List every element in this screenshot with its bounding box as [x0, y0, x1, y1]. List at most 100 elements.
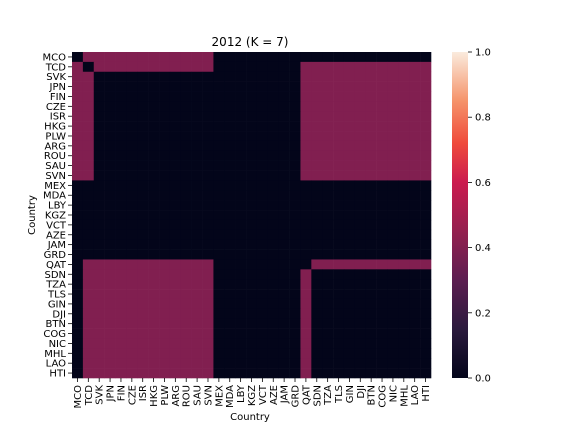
- heatmap-cell: [278, 111, 290, 122]
- heatmap-cell: [256, 160, 269, 171]
- heatmap-cell: [224, 259, 236, 270]
- heatmap-cell: [82, 91, 95, 102]
- heatmap-cell: [82, 170, 95, 181]
- heatmap-cell: [409, 121, 421, 132]
- heatmap-cell: [333, 308, 345, 320]
- heatmap-cell: [126, 190, 138, 201]
- y-tick-label: BTN: [46, 319, 66, 330]
- heatmap-cell: [289, 308, 301, 320]
- heatmap-cell: [115, 150, 127, 161]
- heatmap-cell: [202, 140, 214, 152]
- heatmap-cell: [180, 52, 192, 63]
- heatmap-cell: [72, 91, 84, 102]
- heatmap-cell: [398, 71, 410, 82]
- heatmap-cell: [300, 91, 312, 102]
- heatmap-cell: [169, 308, 182, 320]
- heatmap-cell: [289, 318, 301, 329]
- y-tick-label: TCD: [45, 62, 67, 73]
- heatmap-cell: [191, 160, 203, 171]
- heatmap-cell: [354, 71, 367, 82]
- heatmap-cell: [365, 160, 377, 171]
- heatmap-cell: [137, 328, 149, 339]
- heatmap-cell: [420, 160, 432, 171]
- heatmap-cell: [115, 249, 127, 260]
- heatmap-cell: [398, 249, 410, 260]
- heatmap-cell: [115, 289, 127, 300]
- heatmap-cell: [235, 170, 247, 181]
- heatmap-cell: [213, 180, 225, 191]
- heatmap-cell: [387, 279, 399, 290]
- heatmap-cell: [82, 101, 95, 112]
- heatmap-cell: [354, 298, 367, 310]
- heatmap-cell: [267, 328, 279, 339]
- heatmap-cell: [191, 229, 203, 240]
- heatmap-cell: [343, 190, 356, 201]
- heatmap-cell: [256, 190, 269, 201]
- heatmap-cell: [343, 81, 356, 92]
- heatmap-cell: [180, 190, 192, 201]
- heatmap-cell: [159, 170, 171, 181]
- heatmap-cell: [409, 91, 421, 102]
- heatmap-cell: [115, 52, 127, 63]
- heatmap-cell: [126, 368, 138, 379]
- heatmap-cell: [376, 140, 388, 152]
- heatmap-cell: [202, 131, 214, 142]
- x-tick-label: AZE: [269, 385, 280, 405]
- heatmap-cell: [256, 170, 269, 181]
- heatmap-cell: [343, 131, 356, 142]
- heatmap-cell: [387, 269, 399, 280]
- x-tick-label: QAT: [301, 384, 312, 405]
- heatmap-cell: [93, 71, 105, 82]
- heatmap-cell: [333, 121, 345, 132]
- heatmap-cell: [115, 180, 127, 191]
- heatmap-cell: [256, 91, 269, 102]
- heatmap-cell: [202, 229, 214, 240]
- heatmap-cell: [159, 180, 171, 191]
- heatmap-cell: [126, 71, 138, 82]
- heatmap-cell: [191, 289, 203, 300]
- heatmap-cell: [72, 101, 84, 112]
- heatmap-cell: [365, 368, 377, 379]
- heatmap-cell: [278, 308, 290, 320]
- x-tick-label: SVK: [95, 385, 106, 405]
- colorbar-tick-label: 0.2: [475, 308, 491, 319]
- heatmap-cell: [115, 121, 127, 132]
- heatmap-cell: [376, 190, 388, 201]
- heatmap-cell: [311, 170, 323, 181]
- heatmap-cell: [300, 219, 312, 231]
- heatmap-cell: [213, 190, 225, 201]
- heatmap-cell: [311, 289, 323, 300]
- heatmap-cell: [148, 71, 160, 82]
- heatmap-cell: [104, 111, 116, 122]
- heatmap-cell: [82, 239, 95, 250]
- heatmap-cell: [224, 111, 236, 122]
- heatmap-cell: [148, 298, 160, 310]
- heatmap-cell: [115, 259, 127, 270]
- heatmap-cell: [202, 81, 214, 92]
- heatmap-cell: [159, 259, 171, 270]
- heatmap-cell: [235, 219, 247, 231]
- heatmap-cell: [148, 308, 160, 320]
- heatmap-cell: [126, 298, 138, 310]
- heatmap-cell: [300, 200, 312, 211]
- heatmap-cell: [224, 219, 236, 231]
- heatmap-cell: [376, 170, 388, 181]
- heatmap-cell: [235, 249, 247, 260]
- heatmap-cell: [213, 160, 225, 171]
- heatmap-cell: [246, 160, 258, 171]
- heatmap-cell: [278, 328, 290, 339]
- heatmap-cell: [278, 358, 290, 369]
- heatmap-cell: [148, 348, 160, 359]
- heatmap-cell: [333, 358, 345, 369]
- heatmap-cell: [278, 131, 290, 142]
- heatmap-cell: [376, 160, 388, 171]
- heatmap-cell: [387, 289, 399, 300]
- heatmap-cell: [365, 269, 377, 280]
- heatmap-cell: [180, 71, 192, 82]
- heatmap-cell: [376, 269, 388, 280]
- heatmap-cell: [376, 200, 388, 211]
- heatmap-cell: [420, 249, 432, 260]
- heatmap-cell: [224, 328, 236, 339]
- heatmap-cell: [202, 338, 214, 349]
- heatmap-cell: [300, 121, 312, 132]
